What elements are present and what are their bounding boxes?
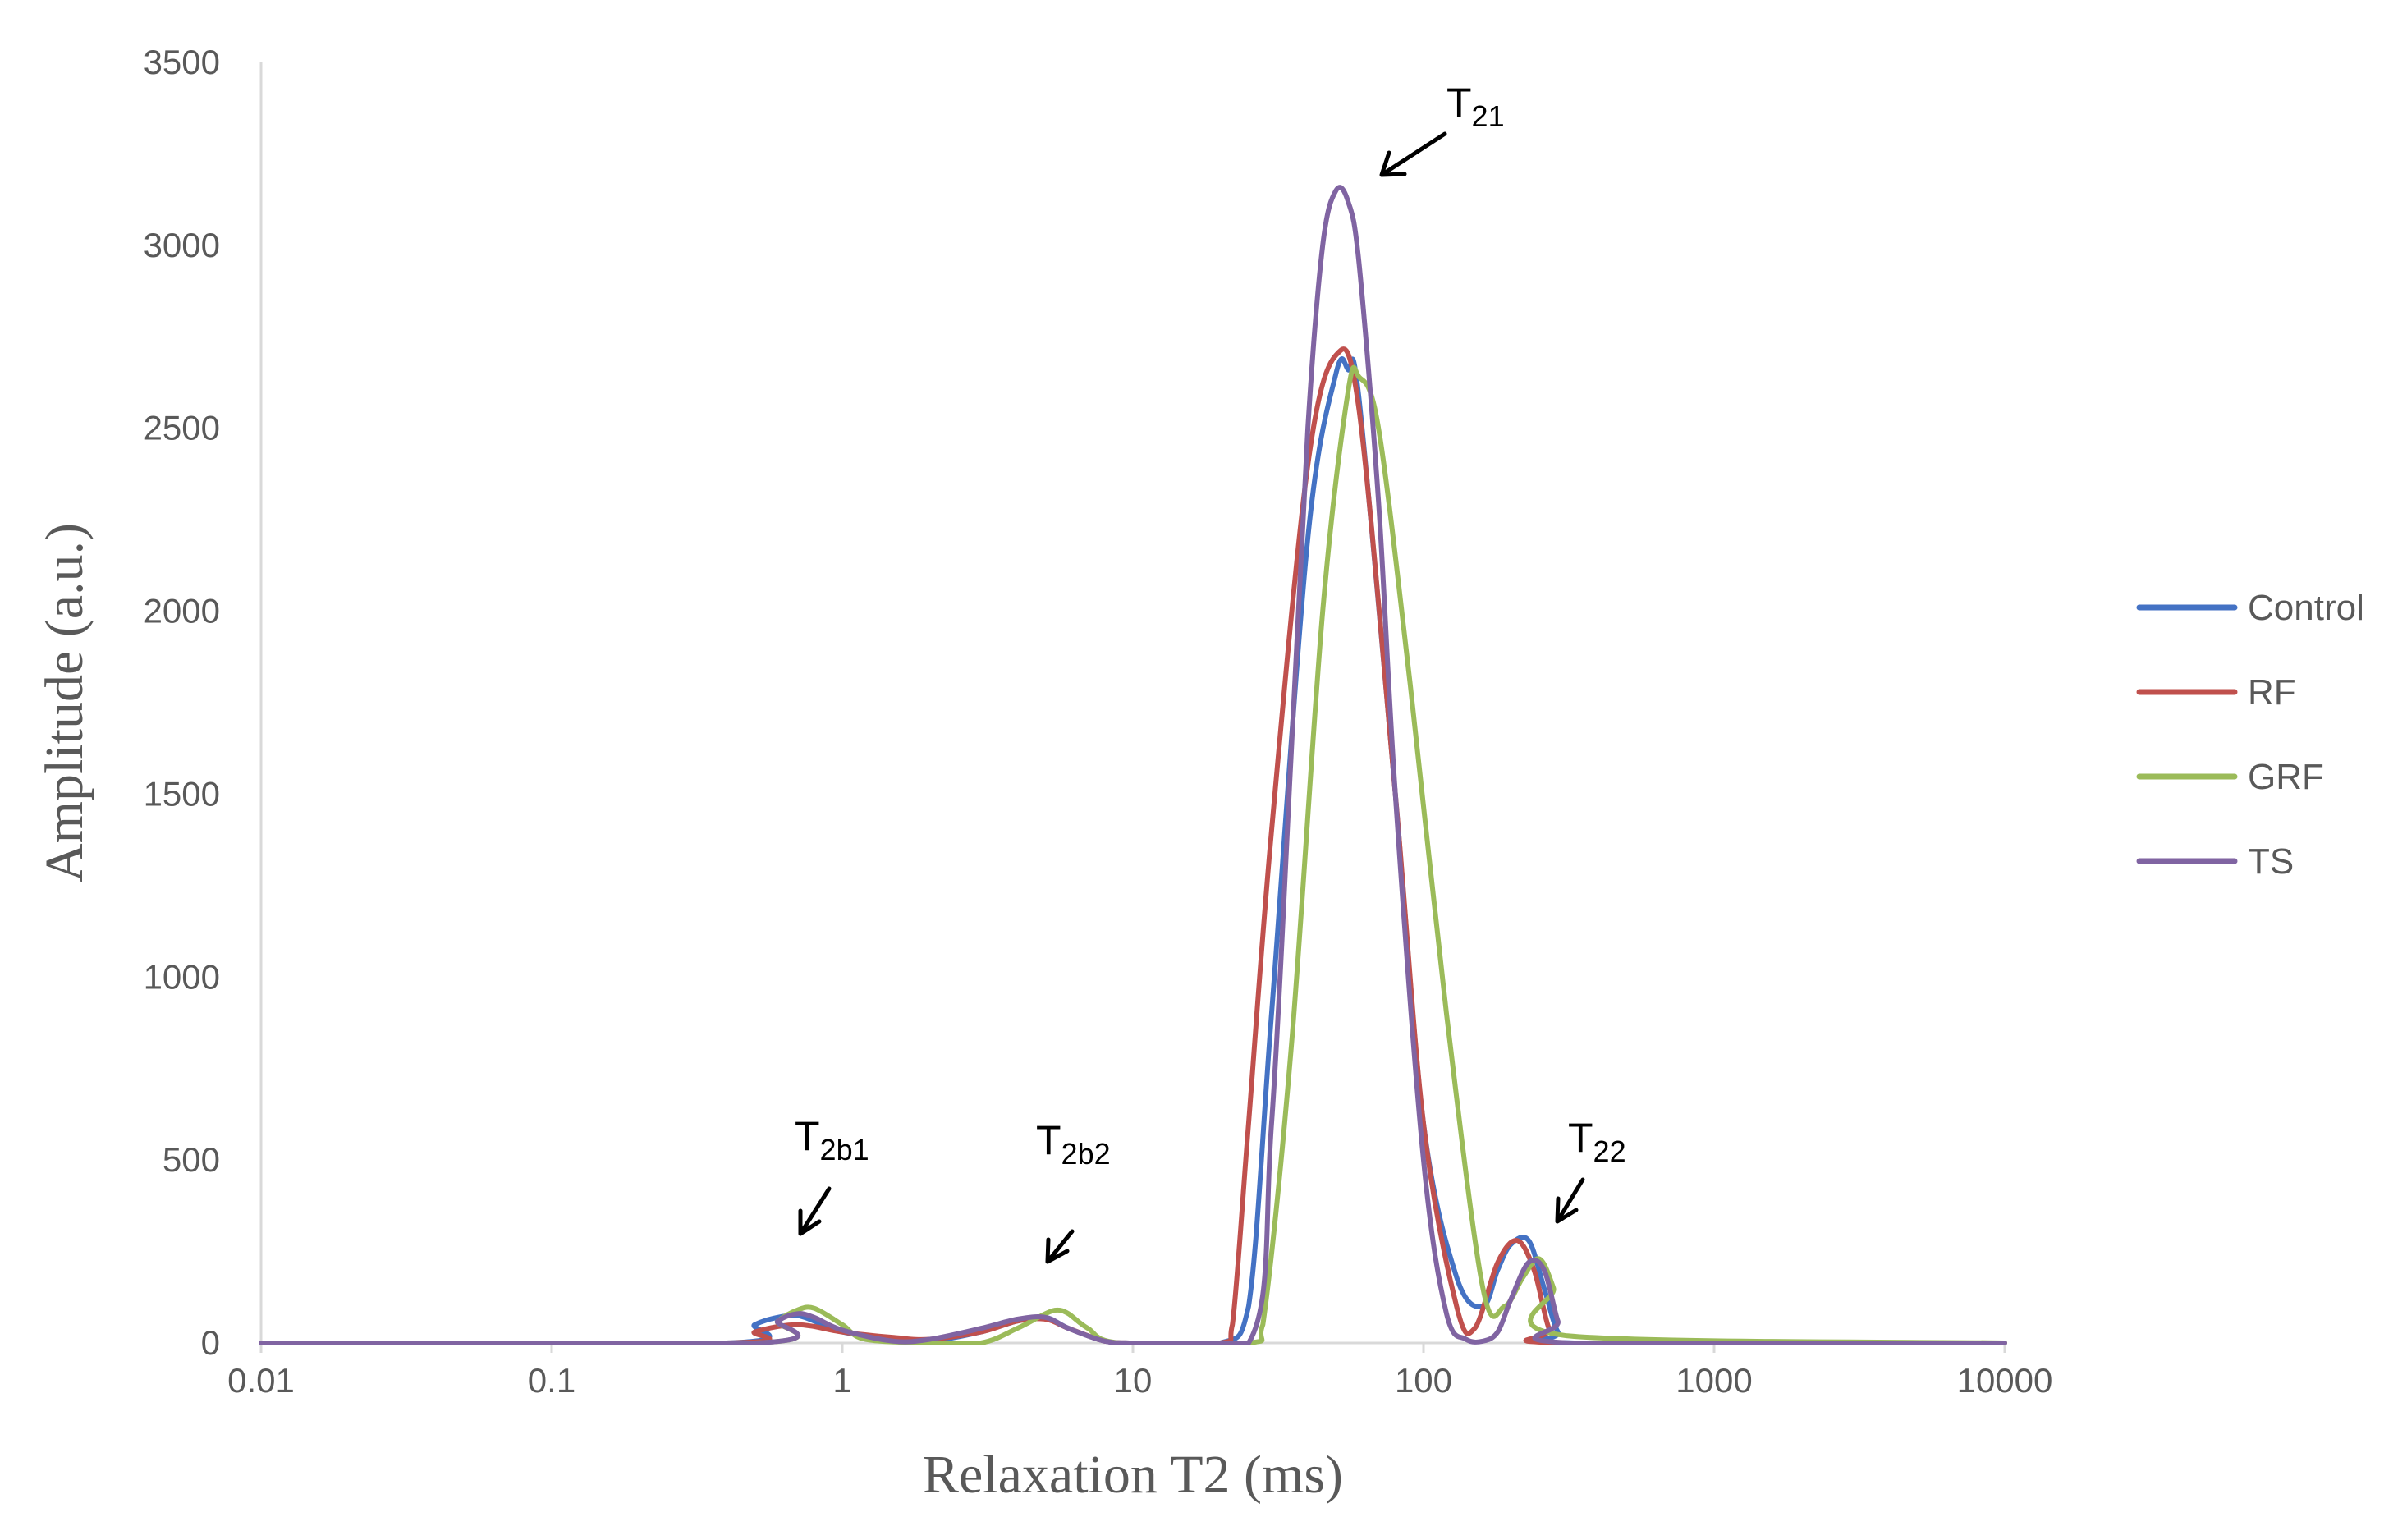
series-line-ts: [259, 185, 2007, 1346]
series-line-control: [259, 356, 2007, 1346]
legend-item-ts: TS: [2136, 841, 2294, 882]
legend-item-rf: RF: [2136, 672, 2296, 713]
y-tick-label: 2000: [144, 592, 220, 630]
x-axis-title: Relaxation T2 (ms): [923, 1445, 1343, 1505]
y-tick-label: 500: [163, 1140, 220, 1179]
annotation-t2b1: T2b1: [795, 1113, 869, 1236]
x-axis: 0.01 0.1 1 10 100 1000 10000: [227, 1341, 2053, 1400]
y-tick-label: 0: [201, 1323, 220, 1362]
x-tick-label: 1000: [1676, 1361, 1752, 1400]
series-line-grf: [259, 364, 2007, 1346]
annotation-t2b2-arrow: [1045, 1229, 1075, 1264]
y-tick-label: 1000: [144, 957, 220, 996]
annotation-t2b1-label: T2b1: [795, 1113, 869, 1166]
legend-item-grf: GRF: [2136, 757, 2324, 797]
y-axis: 0 500 1000 1500 2000 2500 3000 3500: [144, 43, 263, 1362]
y-tick-label: 3500: [144, 43, 220, 81]
legend-item-control: Control: [2136, 588, 2364, 628]
annotation-t2b1-arrow: [798, 1186, 832, 1236]
y-axis-title: Amplitude (a.u.): [34, 523, 94, 882]
legend-label: GRF: [2248, 757, 2324, 797]
x-tick-label: 10000: [1957, 1361, 2053, 1400]
legend-label: TS: [2248, 841, 2294, 882]
y-tick-label: 2500: [144, 409, 220, 447]
series-layer: [259, 185, 2007, 1346]
x-tick-label: 0.1: [528, 1361, 575, 1400]
annotation-t2b2: T2b2: [1036, 1117, 1111, 1264]
annotation-t22-arrow: [1555, 1177, 1585, 1224]
legend-label: Control: [2248, 588, 2364, 628]
x-tick-label: 10: [1114, 1361, 1153, 1400]
legend-label: RF: [2248, 672, 2296, 713]
annotation-t22: T22: [1555, 1115, 1626, 1224]
annotation-t21-label: T21: [1446, 80, 1505, 133]
annotation-t22-label: T22: [1568, 1115, 1626, 1168]
annotation-t21-arrow: [1379, 131, 1447, 177]
x-tick-label: 1: [832, 1361, 851, 1400]
annotations: T21 T2b1 T2b2 T22: [795, 80, 1626, 1264]
annotation-t21: T21: [1379, 80, 1505, 177]
legend: Control RF GRF TS: [2136, 588, 2364, 882]
series-line-rf: [259, 346, 2007, 1346]
annotation-t2b2-label: T2b2: [1036, 1117, 1111, 1171]
y-tick-label: 3000: [144, 226, 220, 264]
x-tick-label: 100: [1395, 1361, 1452, 1400]
x-tick-label: 0.01: [227, 1361, 295, 1400]
y-tick-label: 1500: [144, 774, 220, 813]
